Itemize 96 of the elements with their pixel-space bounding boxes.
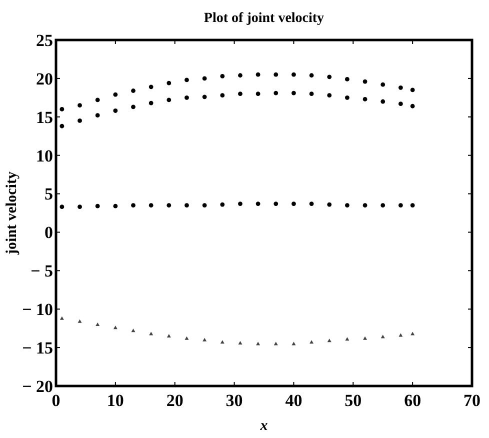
point <box>220 74 225 78</box>
x-tick-label: 40 <box>285 391 302 410</box>
y-tick-label: 20 <box>36 69 53 88</box>
y-tick-label: − 15 <box>22 338 53 358</box>
point <box>256 92 260 96</box>
y-tick-label: 0 <box>44 223 53 242</box>
point <box>274 90 278 96</box>
point <box>131 203 136 208</box>
y-axis-title: joint velocity <box>4 171 20 256</box>
point <box>78 118 82 123</box>
point <box>184 78 189 82</box>
point <box>60 316 64 320</box>
point <box>148 100 154 106</box>
point <box>345 95 350 100</box>
point <box>184 203 189 208</box>
point <box>166 80 172 86</box>
point <box>220 202 225 207</box>
point <box>327 74 332 80</box>
point <box>220 93 225 98</box>
point <box>166 203 172 208</box>
point <box>238 340 242 344</box>
y-tick-label: 5 <box>44 184 53 204</box>
x-tick-label: 50 <box>344 391 362 410</box>
point <box>380 334 385 338</box>
point <box>380 82 386 87</box>
point <box>292 90 296 96</box>
point <box>309 92 314 96</box>
point <box>78 319 82 323</box>
point <box>166 98 172 102</box>
point <box>202 338 207 342</box>
point <box>380 99 386 104</box>
point <box>274 72 278 77</box>
point <box>362 79 368 84</box>
y-tick-label: − 20 <box>22 376 53 396</box>
point <box>238 92 242 96</box>
x-tick-label: 30 <box>226 391 243 410</box>
point <box>96 322 100 326</box>
point <box>362 203 368 208</box>
point <box>202 203 207 208</box>
y-tick-label: − 10 <box>22 300 53 320</box>
point <box>60 204 64 210</box>
point <box>327 202 332 207</box>
point <box>113 326 118 330</box>
point <box>327 338 332 342</box>
point <box>309 73 314 78</box>
y-tick-label: 15 <box>36 108 53 127</box>
point <box>256 72 260 77</box>
point <box>410 88 415 92</box>
point <box>184 95 189 100</box>
point <box>410 203 415 208</box>
point <box>131 88 136 93</box>
point <box>113 108 118 113</box>
x-axis-title: x <box>259 418 268 434</box>
point <box>327 93 332 98</box>
point <box>398 102 403 106</box>
point <box>238 202 242 206</box>
point <box>78 103 82 108</box>
chart-title: Plot of joint velocity <box>204 11 324 26</box>
point <box>398 203 403 208</box>
y-tick-label: − 5 <box>30 262 53 281</box>
point <box>238 73 242 78</box>
point <box>362 97 368 102</box>
y-tick-label: 10 <box>36 146 53 166</box>
point <box>78 204 82 210</box>
point <box>292 202 296 206</box>
point <box>380 203 386 208</box>
point <box>184 336 189 340</box>
point <box>113 204 118 208</box>
point <box>410 104 415 108</box>
point <box>345 203 350 208</box>
point <box>60 107 64 112</box>
x-tick-label: 20 <box>166 391 184 410</box>
point <box>398 333 403 337</box>
point <box>95 113 100 118</box>
point <box>309 202 314 206</box>
point <box>166 334 171 338</box>
point <box>148 84 154 90</box>
point <box>256 202 260 206</box>
point <box>202 76 207 81</box>
point <box>274 202 278 206</box>
point <box>148 203 154 208</box>
point <box>345 77 350 82</box>
point <box>131 104 136 110</box>
point <box>345 337 350 341</box>
point <box>292 72 296 77</box>
point <box>398 85 403 90</box>
point <box>95 98 100 102</box>
x-tick-label: 60 <box>404 391 422 410</box>
point <box>363 336 368 340</box>
point <box>113 92 118 97</box>
point <box>202 94 207 100</box>
y-tick-label: 25 <box>36 30 53 50</box>
x-tick-label: 70 <box>464 391 480 410</box>
point <box>95 204 100 208</box>
x-tick-label: 10 <box>106 391 124 410</box>
point <box>60 124 64 128</box>
